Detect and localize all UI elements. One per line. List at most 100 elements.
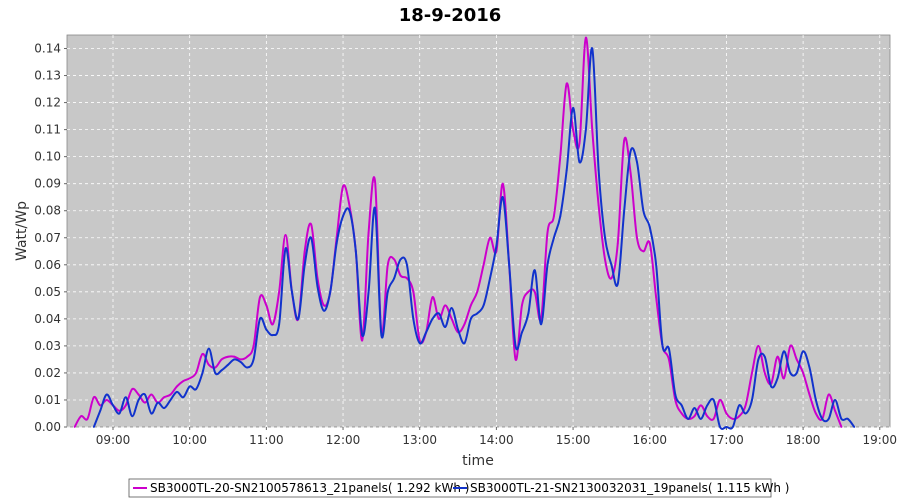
data-point-series-2 bbox=[252, 358, 255, 361]
data-point-series-1 bbox=[444, 304, 447, 307]
x-tick-label: 19:00 bbox=[862, 433, 897, 447]
data-point-series-1 bbox=[246, 355, 249, 358]
data-point-series-1 bbox=[412, 290, 415, 293]
data-point-series-2 bbox=[444, 326, 447, 328]
data-point-series-1 bbox=[757, 345, 760, 347]
data-point-series-2 bbox=[508, 263, 511, 266]
y-tick-label: 0.12 bbox=[34, 96, 61, 110]
data-point-series-2 bbox=[137, 399, 140, 401]
data-point-series-1 bbox=[744, 404, 747, 407]
data-point-series-1 bbox=[476, 290, 479, 293]
data-point-series-1 bbox=[220, 358, 223, 361]
data-point-series-2 bbox=[738, 404, 741, 407]
data-point-series-1 bbox=[169, 393, 172, 396]
data-point-series-1 bbox=[731, 417, 734, 420]
data-point-series-1 bbox=[303, 250, 306, 253]
data-point-series-2 bbox=[604, 236, 606, 239]
data-point-series-2 bbox=[763, 355, 766, 358]
data-point-series-1 bbox=[572, 128, 574, 131]
data-point-series-2 bbox=[386, 290, 389, 293]
data-point-series-2 bbox=[731, 426, 734, 428]
data-point-series-2 bbox=[655, 263, 658, 266]
data-point-series-2 bbox=[808, 366, 811, 369]
data-point-series-1 bbox=[86, 417, 89, 420]
data-point-series-1 bbox=[92, 396, 95, 399]
data-point-series-1 bbox=[437, 317, 440, 320]
data-point-series-2 bbox=[712, 399, 715, 401]
data-point-series-2 bbox=[565, 169, 568, 172]
x-tick-label: 10:00 bbox=[172, 433, 207, 447]
y-axis: 0.00 0.01 0.02 0.03 0.04 0.05 0.06 0.07 0.08 0.09… bbox=[34, 42, 67, 434]
data-point-series-2 bbox=[514, 345, 517, 347]
data-point-series-2 bbox=[297, 317, 300, 320]
data-point-series-2 bbox=[131, 415, 134, 418]
data-point-series-2 bbox=[821, 417, 824, 420]
y-tick-label: 0.08 bbox=[34, 204, 61, 218]
data-point-series-2 bbox=[239, 361, 242, 364]
y-tick-label: 0.10 bbox=[34, 150, 61, 164]
y-tick-label: 0.06 bbox=[34, 258, 61, 272]
data-point-series-2 bbox=[770, 385, 773, 388]
data-point-series-1 bbox=[233, 355, 236, 358]
data-point-series-1 bbox=[131, 388, 134, 391]
data-point-series-2 bbox=[156, 401, 159, 404]
data-point-series-2 bbox=[188, 385, 191, 388]
data-point-series-2 bbox=[342, 215, 344, 218]
data-point-series-1 bbox=[310, 223, 312, 226]
x-tick-label: 12:00 bbox=[326, 433, 361, 447]
data-point-series-2 bbox=[616, 282, 619, 285]
data-point-series-1 bbox=[469, 304, 472, 307]
data-point-series-1 bbox=[840, 426, 843, 428]
data-point-series-2 bbox=[271, 334, 274, 336]
data-point-series-2 bbox=[227, 363, 229, 366]
data-point-series-2 bbox=[853, 426, 856, 428]
data-point-series-2 bbox=[546, 263, 549, 266]
data-point-series-1 bbox=[207, 363, 210, 366]
data-point-series-1 bbox=[393, 258, 396, 261]
data-point-series-1 bbox=[284, 234, 287, 236]
data-point-series-2 bbox=[501, 196, 504, 199]
data-point-series-2 bbox=[246, 366, 249, 369]
data-point-series-1 bbox=[342, 185, 344, 188]
data-point-series-2 bbox=[265, 328, 268, 331]
data-point-series-2 bbox=[699, 417, 702, 420]
data-point-series-2 bbox=[495, 244, 498, 247]
data-point-series-1 bbox=[348, 204, 351, 207]
data-point-series-1 bbox=[514, 358, 517, 361]
data-point-series-2 bbox=[412, 317, 415, 320]
legend-box bbox=[128, 478, 772, 498]
data-point-series-1 bbox=[195, 372, 197, 374]
legend-label-1: SB3000TL-20-SN2100578613_21panels( 1.292… bbox=[150, 481, 469, 495]
data-point-series-1 bbox=[227, 355, 229, 358]
data-point-series-2 bbox=[220, 369, 223, 372]
x-tick-label: 14:00 bbox=[479, 433, 514, 447]
data-point-series-1 bbox=[795, 358, 798, 361]
y-tick-label: 0.14 bbox=[34, 42, 61, 56]
data-point-series-2 bbox=[533, 269, 536, 272]
data-point-series-1 bbox=[374, 180, 376, 182]
x-axis: 09:00 10:00 11:00 12:00 13:00 14:00 15:00 16:00… bbox=[96, 427, 897, 447]
data-point-series-1 bbox=[623, 139, 626, 142]
y-tick-label: 0.04 bbox=[34, 312, 61, 326]
data-point-series-2 bbox=[207, 347, 210, 350]
data-point-series-1 bbox=[699, 404, 702, 407]
data-point-series-2 bbox=[802, 350, 804, 353]
data-point-series-1 bbox=[559, 155, 562, 158]
data-point-series-1 bbox=[546, 231, 549, 234]
data-point-series-2 bbox=[418, 342, 421, 345]
data-point-series-2 bbox=[591, 47, 594, 50]
series-line-2 bbox=[92, 47, 856, 430]
data-point-series-1 bbox=[521, 304, 523, 307]
data-point-series-2 bbox=[476, 312, 479, 315]
data-point-series-2 bbox=[527, 312, 530, 315]
data-point-series-2 bbox=[450, 307, 453, 309]
data-point-series-2 bbox=[214, 372, 217, 374]
data-point-series-2 bbox=[380, 334, 383, 336]
data-point-series-2 bbox=[437, 312, 440, 315]
data-point-series-2 bbox=[399, 258, 402, 261]
y-tick-label: 0.11 bbox=[34, 123, 61, 137]
data-point-series-1 bbox=[163, 396, 166, 399]
data-point-series-2 bbox=[354, 250, 357, 253]
data-point-series-2 bbox=[303, 263, 306, 266]
data-point-series-2 bbox=[687, 417, 689, 420]
